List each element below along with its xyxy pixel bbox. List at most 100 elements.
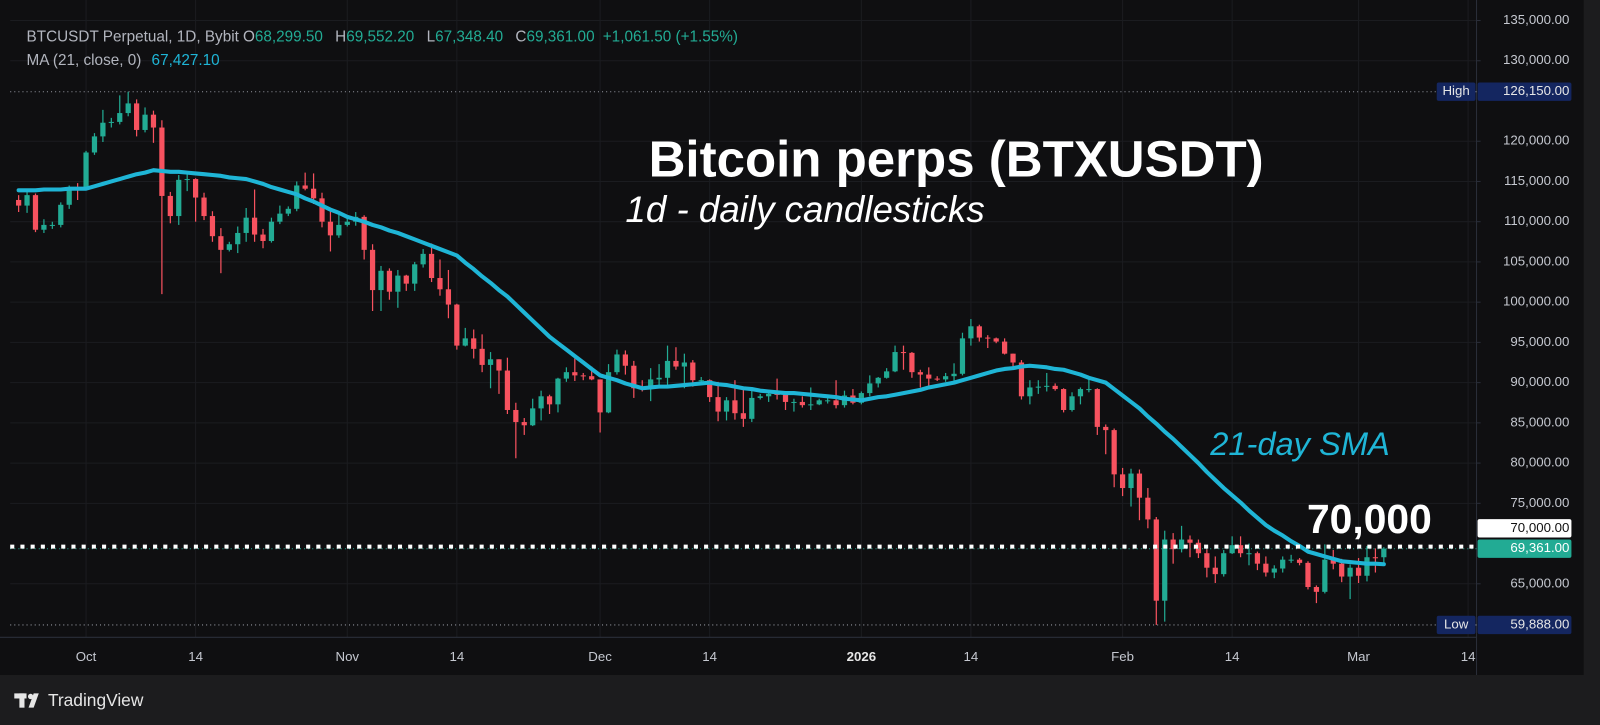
candle-body	[1178, 539, 1185, 550]
y-tick-label: 75,000.00	[1510, 495, 1569, 510]
candle-body	[361, 216, 367, 250]
axes: 135,000.00 130,000.00 120,000.00 115,000.00…	[76, 12, 1570, 664]
candle-body	[1128, 473, 1134, 489]
y-tick-label: 105,000.00	[1503, 253, 1569, 268]
candle-body	[462, 338, 468, 346]
candle-body	[1246, 553, 1252, 555]
candle-body	[1018, 362, 1025, 397]
candle-body	[1136, 473, 1143, 498]
candle-body	[1077, 389, 1084, 397]
x-tick-label: Mar	[1347, 649, 1370, 664]
candle-body	[1229, 545, 1235, 554]
candle-body	[1381, 548, 1387, 558]
candle-body	[1162, 539, 1168, 601]
y-tick-label: 120,000.00	[1503, 133, 1569, 148]
candle-body	[243, 217, 249, 233]
candle-body	[91, 136, 98, 153]
candle-body	[1153, 519, 1159, 601]
candle-body	[521, 422, 527, 426]
candle-body	[176, 179, 182, 217]
candle-body	[572, 372, 578, 376]
candle-body	[117, 113, 123, 122]
candle-body	[664, 360, 671, 378]
candle-body	[471, 338, 477, 349]
candle-body	[58, 204, 64, 225]
candle-body	[420, 253, 426, 265]
candle-body	[1001, 341, 1008, 354]
candle-body	[49, 224, 55, 226]
candle-body	[530, 408, 536, 426]
candle-body	[302, 185, 308, 189]
candle-body	[16, 199, 22, 206]
candle-body	[192, 179, 199, 198]
candle-body	[968, 326, 974, 339]
x-tick-label: 14	[449, 649, 464, 664]
candle-body	[395, 275, 401, 292]
candle-body	[133, 103, 140, 130]
candle-body	[976, 326, 982, 338]
candle-body	[816, 400, 822, 405]
candle-body	[538, 396, 544, 409]
candle-body	[285, 208, 291, 214]
low_marker-value-label: 59,888.00	[1510, 616, 1569, 631]
candle-body	[546, 396, 553, 405]
ohlc-value: 67,348.40	[435, 29, 503, 46]
ohlc-key: C	[515, 29, 526, 46]
candle-body	[799, 401, 805, 406]
y-tick-label: 80,000.00	[1510, 455, 1569, 470]
candle-body	[1364, 557, 1370, 576]
candle-body	[749, 397, 755, 419]
chart-title: Bitcoin perps (BTXUSDT)	[649, 131, 1264, 188]
candle-body	[707, 380, 713, 398]
low_marker-label: Low	[1444, 616, 1469, 631]
y-tick-label: 90,000.00	[1510, 374, 1569, 389]
logo-part	[28, 693, 39, 708]
candle-body	[1237, 545, 1244, 554]
candle-body	[884, 371, 890, 378]
ohlc-value: 69,361.00	[527, 29, 595, 46]
candle-body	[496, 359, 502, 371]
candle-body	[917, 372, 923, 375]
candle-body	[900, 352, 907, 354]
brand-logo	[14, 693, 39, 708]
x-tick-label: 14	[188, 649, 203, 664]
level-tag	[1477, 519, 1572, 538]
candle-body	[1271, 568, 1277, 573]
logo-part	[19, 693, 25, 708]
candle-body	[327, 221, 334, 236]
x-tick-label: 14	[702, 649, 717, 664]
candle-body	[732, 400, 738, 414]
candle-body	[1027, 387, 1033, 397]
high_marker-tag	[1436, 82, 1476, 101]
candle-body	[487, 359, 494, 365]
ohlc-key: L	[427, 29, 436, 46]
x-tick-label: 2026	[847, 649, 876, 664]
candle-body	[858, 393, 864, 403]
candle-body	[698, 380, 704, 382]
candle-body	[1094, 389, 1100, 427]
logo-part	[27, 693, 34, 700]
candle-body	[926, 374, 932, 379]
candle-body	[1103, 426, 1109, 431]
candle-body	[1145, 497, 1151, 520]
candle-body	[791, 401, 797, 403]
x-tick-label: Dec	[588, 649, 612, 664]
candle-body	[159, 127, 165, 196]
candle-body	[1355, 567, 1362, 576]
candle-body	[580, 375, 586, 377]
candle-body	[690, 362, 696, 381]
candle-body	[226, 244, 232, 250]
candle-body	[1347, 567, 1353, 577]
candle-body	[24, 195, 30, 206]
ohlc-key: O	[243, 29, 255, 46]
candle-body	[782, 394, 789, 402]
candle-body	[268, 221, 275, 242]
candle-body	[993, 338, 999, 342]
candle-body	[1322, 559, 1328, 592]
candle-body	[150, 114, 157, 128]
candle-body	[378, 270, 384, 291]
candle-body	[951, 373, 957, 377]
candle-body	[125, 103, 131, 114]
ma-name: MA (21, close, 0)	[27, 52, 142, 69]
y-tick-label: 130,000.00	[1503, 52, 1569, 67]
